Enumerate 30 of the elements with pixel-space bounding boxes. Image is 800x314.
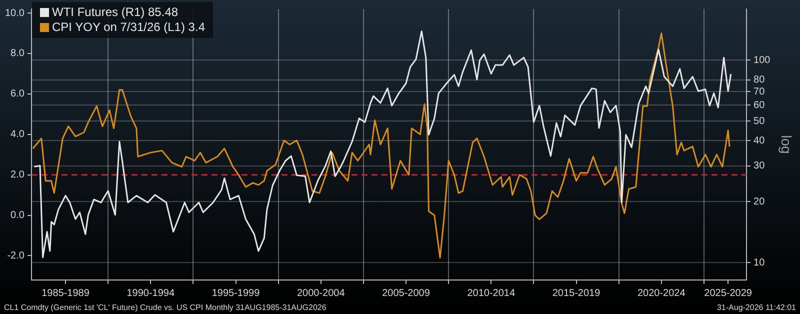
y2-tick-label: 60	[754, 100, 766, 111]
x-tick-label: 2005-2009	[382, 288, 430, 299]
y-tick-label: 2.0	[10, 170, 25, 181]
y-tick-label: 4.0	[10, 129, 25, 140]
legend-label: CPI YOY on 7/31/26 (L1) 3.4	[52, 20, 205, 35]
x-tick-label: 1990-1994	[126, 288, 175, 299]
text: 31-Aug-2026 11:42:01	[716, 303, 797, 312]
x-tick-label: 2020-2024	[637, 288, 686, 299]
x-tick-label: 2025-2029	[704, 288, 752, 299]
legend-label: WTI Futures (R1) 85.48	[52, 5, 178, 20]
x-tick-label: 1995-1999	[212, 288, 260, 299]
y2-tick-label: 80	[754, 74, 766, 86]
text: CL1 Comdty (Generic 1st 'CL' Future) Crude vs. US CPI Monthly 31AUG1985-31AUG2026	[4, 303, 327, 312]
y2-tick-label: 20	[754, 196, 766, 208]
x-tick-label: 1985-1989	[42, 288, 90, 299]
y-tick-label: 10.0	[4, 8, 25, 19]
y2-tick-label: 100	[754, 54, 771, 66]
y2-tick-label: 40	[754, 135, 766, 146]
y-tick-label: -2.0	[7, 250, 25, 262]
y2-tick-label: 10	[754, 257, 766, 268]
x-tick-label: 2015-2019	[552, 288, 601, 299]
y2-tick-label: 30	[754, 160, 766, 172]
y2-tick-label: 50	[754, 116, 766, 127]
x-tick-label: 2000-2004	[296, 288, 346, 299]
x-tick-label: 2010-2014	[467, 288, 516, 299]
y-tick-label: 6.0	[10, 88, 25, 100]
y2-tick-label: 70	[754, 86, 766, 98]
y-tick-label: 0.0	[10, 210, 25, 222]
y-tick-label: 8.0	[10, 48, 25, 60]
y2-axis-title: log	[778, 135, 795, 154]
